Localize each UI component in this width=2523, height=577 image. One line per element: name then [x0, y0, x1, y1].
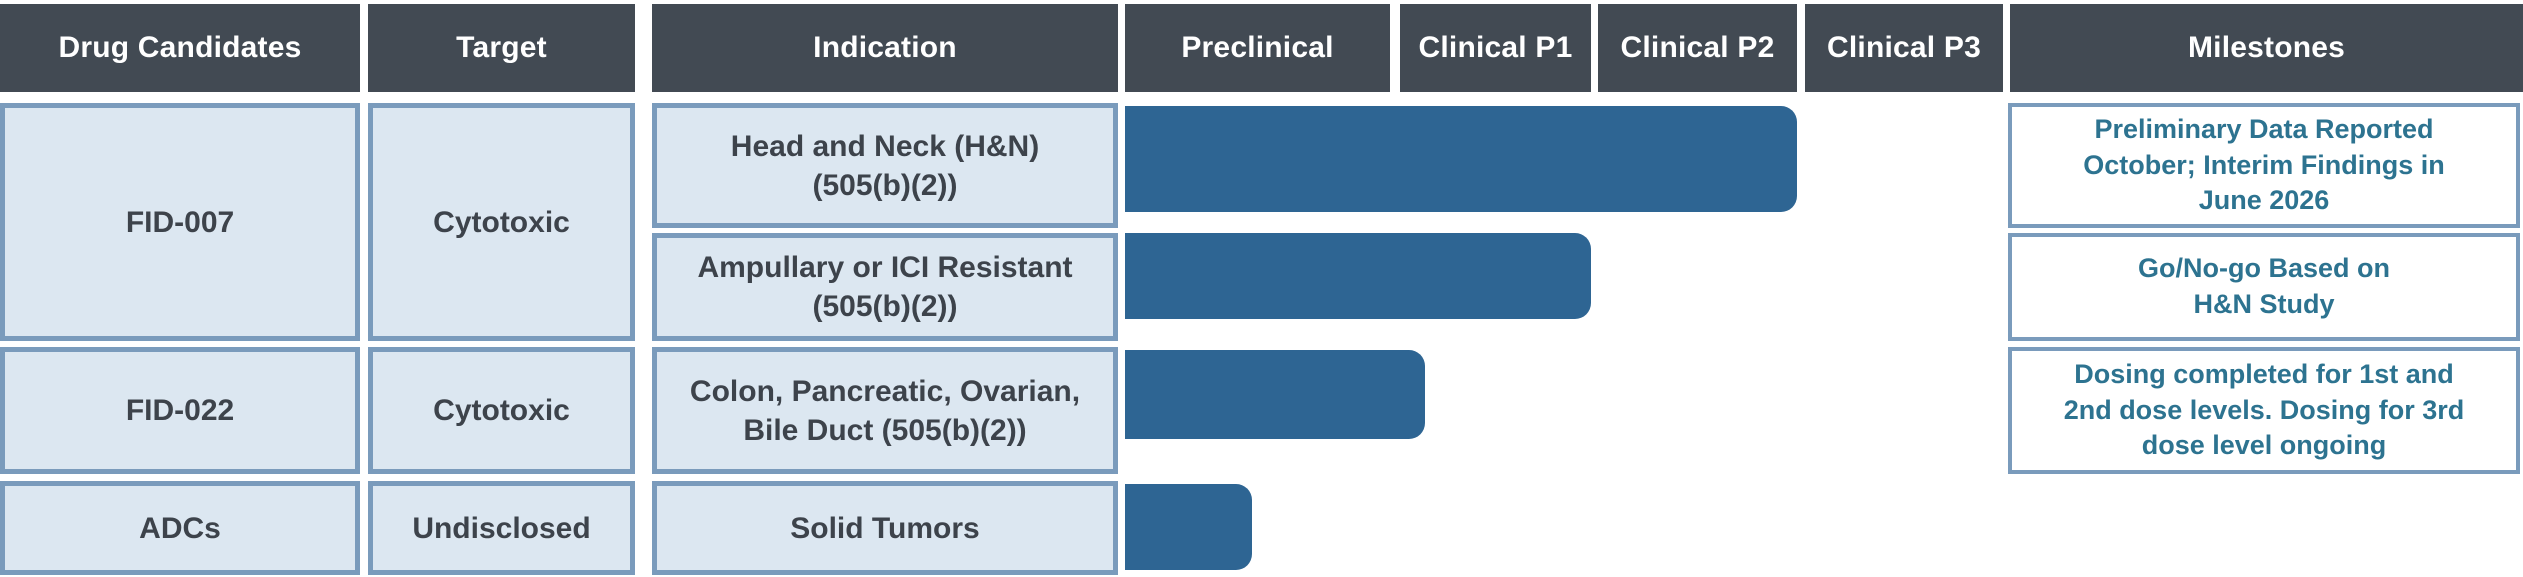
column-header-drug-candidates: Drug Candidates — [0, 4, 360, 92]
phase-progress-bar-row-3 — [1125, 350, 1425, 439]
drug-cell-fid-022: FID-022 — [0, 347, 360, 474]
milestone-box-row-2: Go/No-go Based on H&N Study — [2008, 233, 2520, 341]
column-header-milestones: Milestones — [2010, 4, 2523, 92]
indication-cell-colon-pancreatic: Colon, Pancreatic, Ovarian, Bile Duct (5… — [652, 347, 1118, 474]
column-header-preclinical: Preclinical — [1125, 4, 1390, 92]
column-header-clinical-p2: Clinical P2 — [1598, 4, 1797, 92]
indication-cell-solid-tumors: Solid Tumors — [652, 481, 1118, 575]
drug-cell-fid-007: FID-007 — [0, 103, 360, 341]
column-header-indication: Indication — [652, 4, 1118, 92]
column-header-target: Target — [368, 4, 635, 92]
phase-progress-bar-row-2 — [1125, 233, 1591, 319]
target-cell-fid-022: Cytotoxic — [368, 347, 635, 474]
milestone-box-row-3: Dosing completed for 1st and 2nd dose le… — [2008, 347, 2520, 474]
phase-progress-bar-row-4 — [1125, 484, 1252, 570]
target-cell-fid-007: Cytotoxic — [368, 103, 635, 341]
milestone-box-row-1: Preliminary Data Reported October; Inter… — [2008, 103, 2520, 228]
indication-cell-ampullary: Ampullary or ICI Resistant (505(b)(2)) — [652, 233, 1118, 341]
column-header-clinical-p3: Clinical P3 — [1805, 4, 2003, 92]
drug-cell-adcs: ADCs — [0, 481, 360, 575]
column-header-clinical-p1: Clinical P1 — [1400, 4, 1591, 92]
target-cell-adcs: Undisclosed — [368, 481, 635, 575]
indication-cell-head-and-neck: Head and Neck (H&N) (505(b)(2)) — [652, 103, 1118, 228]
phase-progress-bar-row-1 — [1125, 106, 1797, 212]
